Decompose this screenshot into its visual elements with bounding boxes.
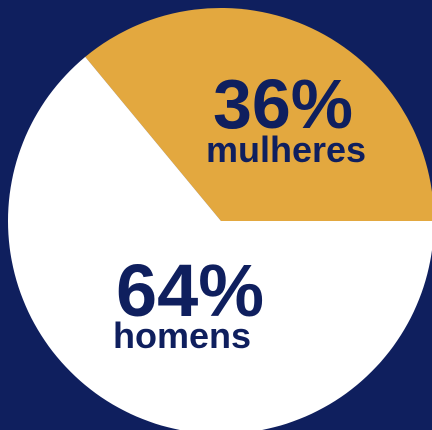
value-label: 36% [213,65,353,143]
pie-slice [8,56,432,430]
pie-slice [85,8,432,221]
value-label: 64% [116,249,264,332]
category-label: homens [113,315,251,356]
category-label: mulheres [206,129,366,170]
